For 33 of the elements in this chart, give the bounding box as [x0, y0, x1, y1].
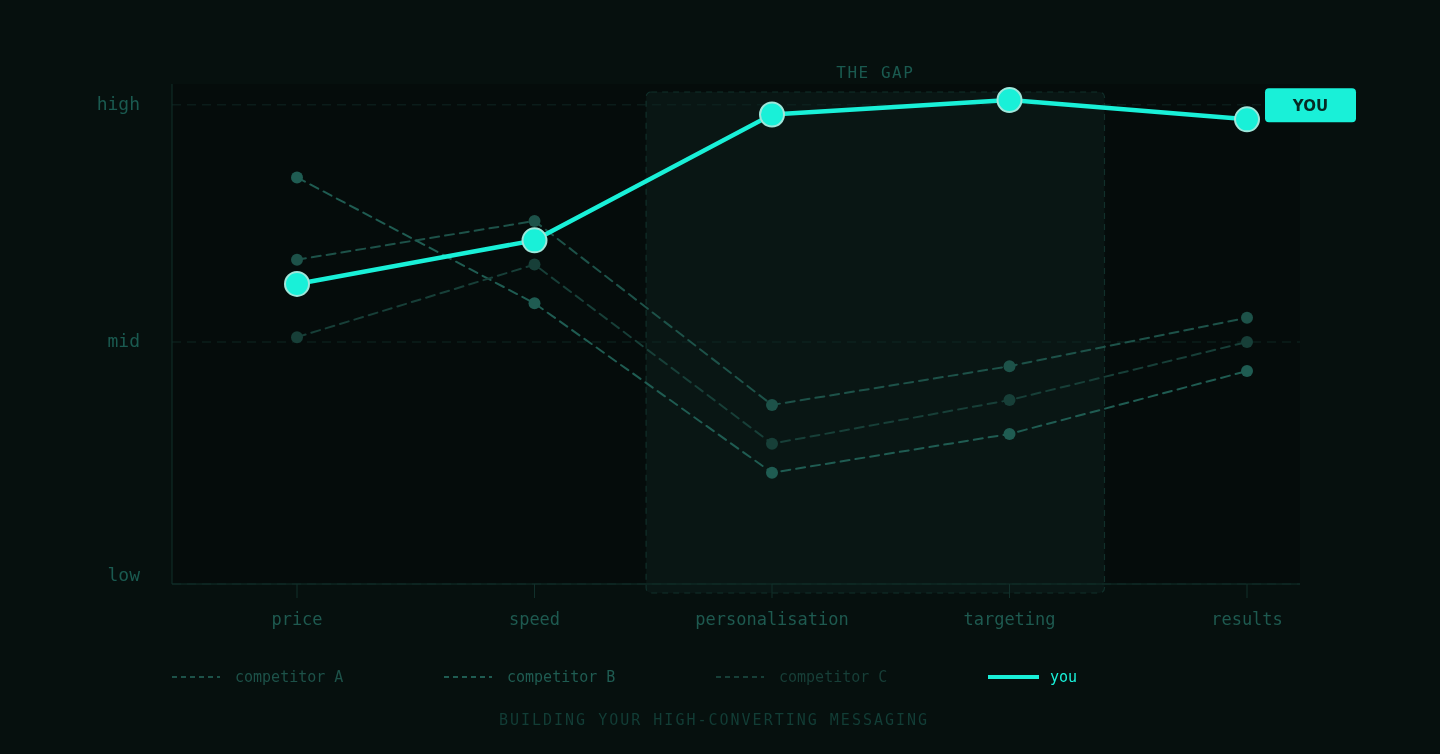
legend-label: you — [1050, 667, 1078, 686]
x-tick-label: personalisation — [695, 609, 849, 629]
x-tick-label: results — [1211, 609, 1283, 629]
point — [1003, 427, 1016, 440]
point — [528, 258, 541, 271]
point — [521, 227, 548, 254]
point — [1234, 106, 1260, 133]
point — [1241, 311, 1253, 324]
point — [996, 87, 1023, 113]
point — [528, 297, 541, 310]
point — [759, 101, 785, 128]
point — [291, 253, 303, 266]
ref-line-label: mid — [107, 330, 140, 351]
point — [1003, 394, 1016, 407]
x-tick-label: speed — [508, 609, 561, 629]
point — [766, 398, 778, 411]
legend-label: competitor A — [235, 667, 344, 686]
point — [1241, 365, 1253, 378]
ref-line-label: high — [96, 92, 140, 114]
x-tick-label: price — [271, 609, 323, 629]
point — [1003, 360, 1016, 373]
point — [766, 437, 778, 450]
point — [766, 466, 778, 479]
point — [528, 215, 541, 227]
ref-line-label: low — [107, 564, 141, 585]
point — [291, 331, 303, 344]
band-label: THE GAP — [836, 62, 915, 82]
legend-label: competitor B — [507, 667, 616, 686]
x-tick-label: targeting — [963, 609, 1056, 629]
point — [284, 270, 310, 297]
point — [1241, 336, 1253, 348]
point — [291, 171, 303, 184]
annotation: YOU — [1291, 96, 1329, 115]
